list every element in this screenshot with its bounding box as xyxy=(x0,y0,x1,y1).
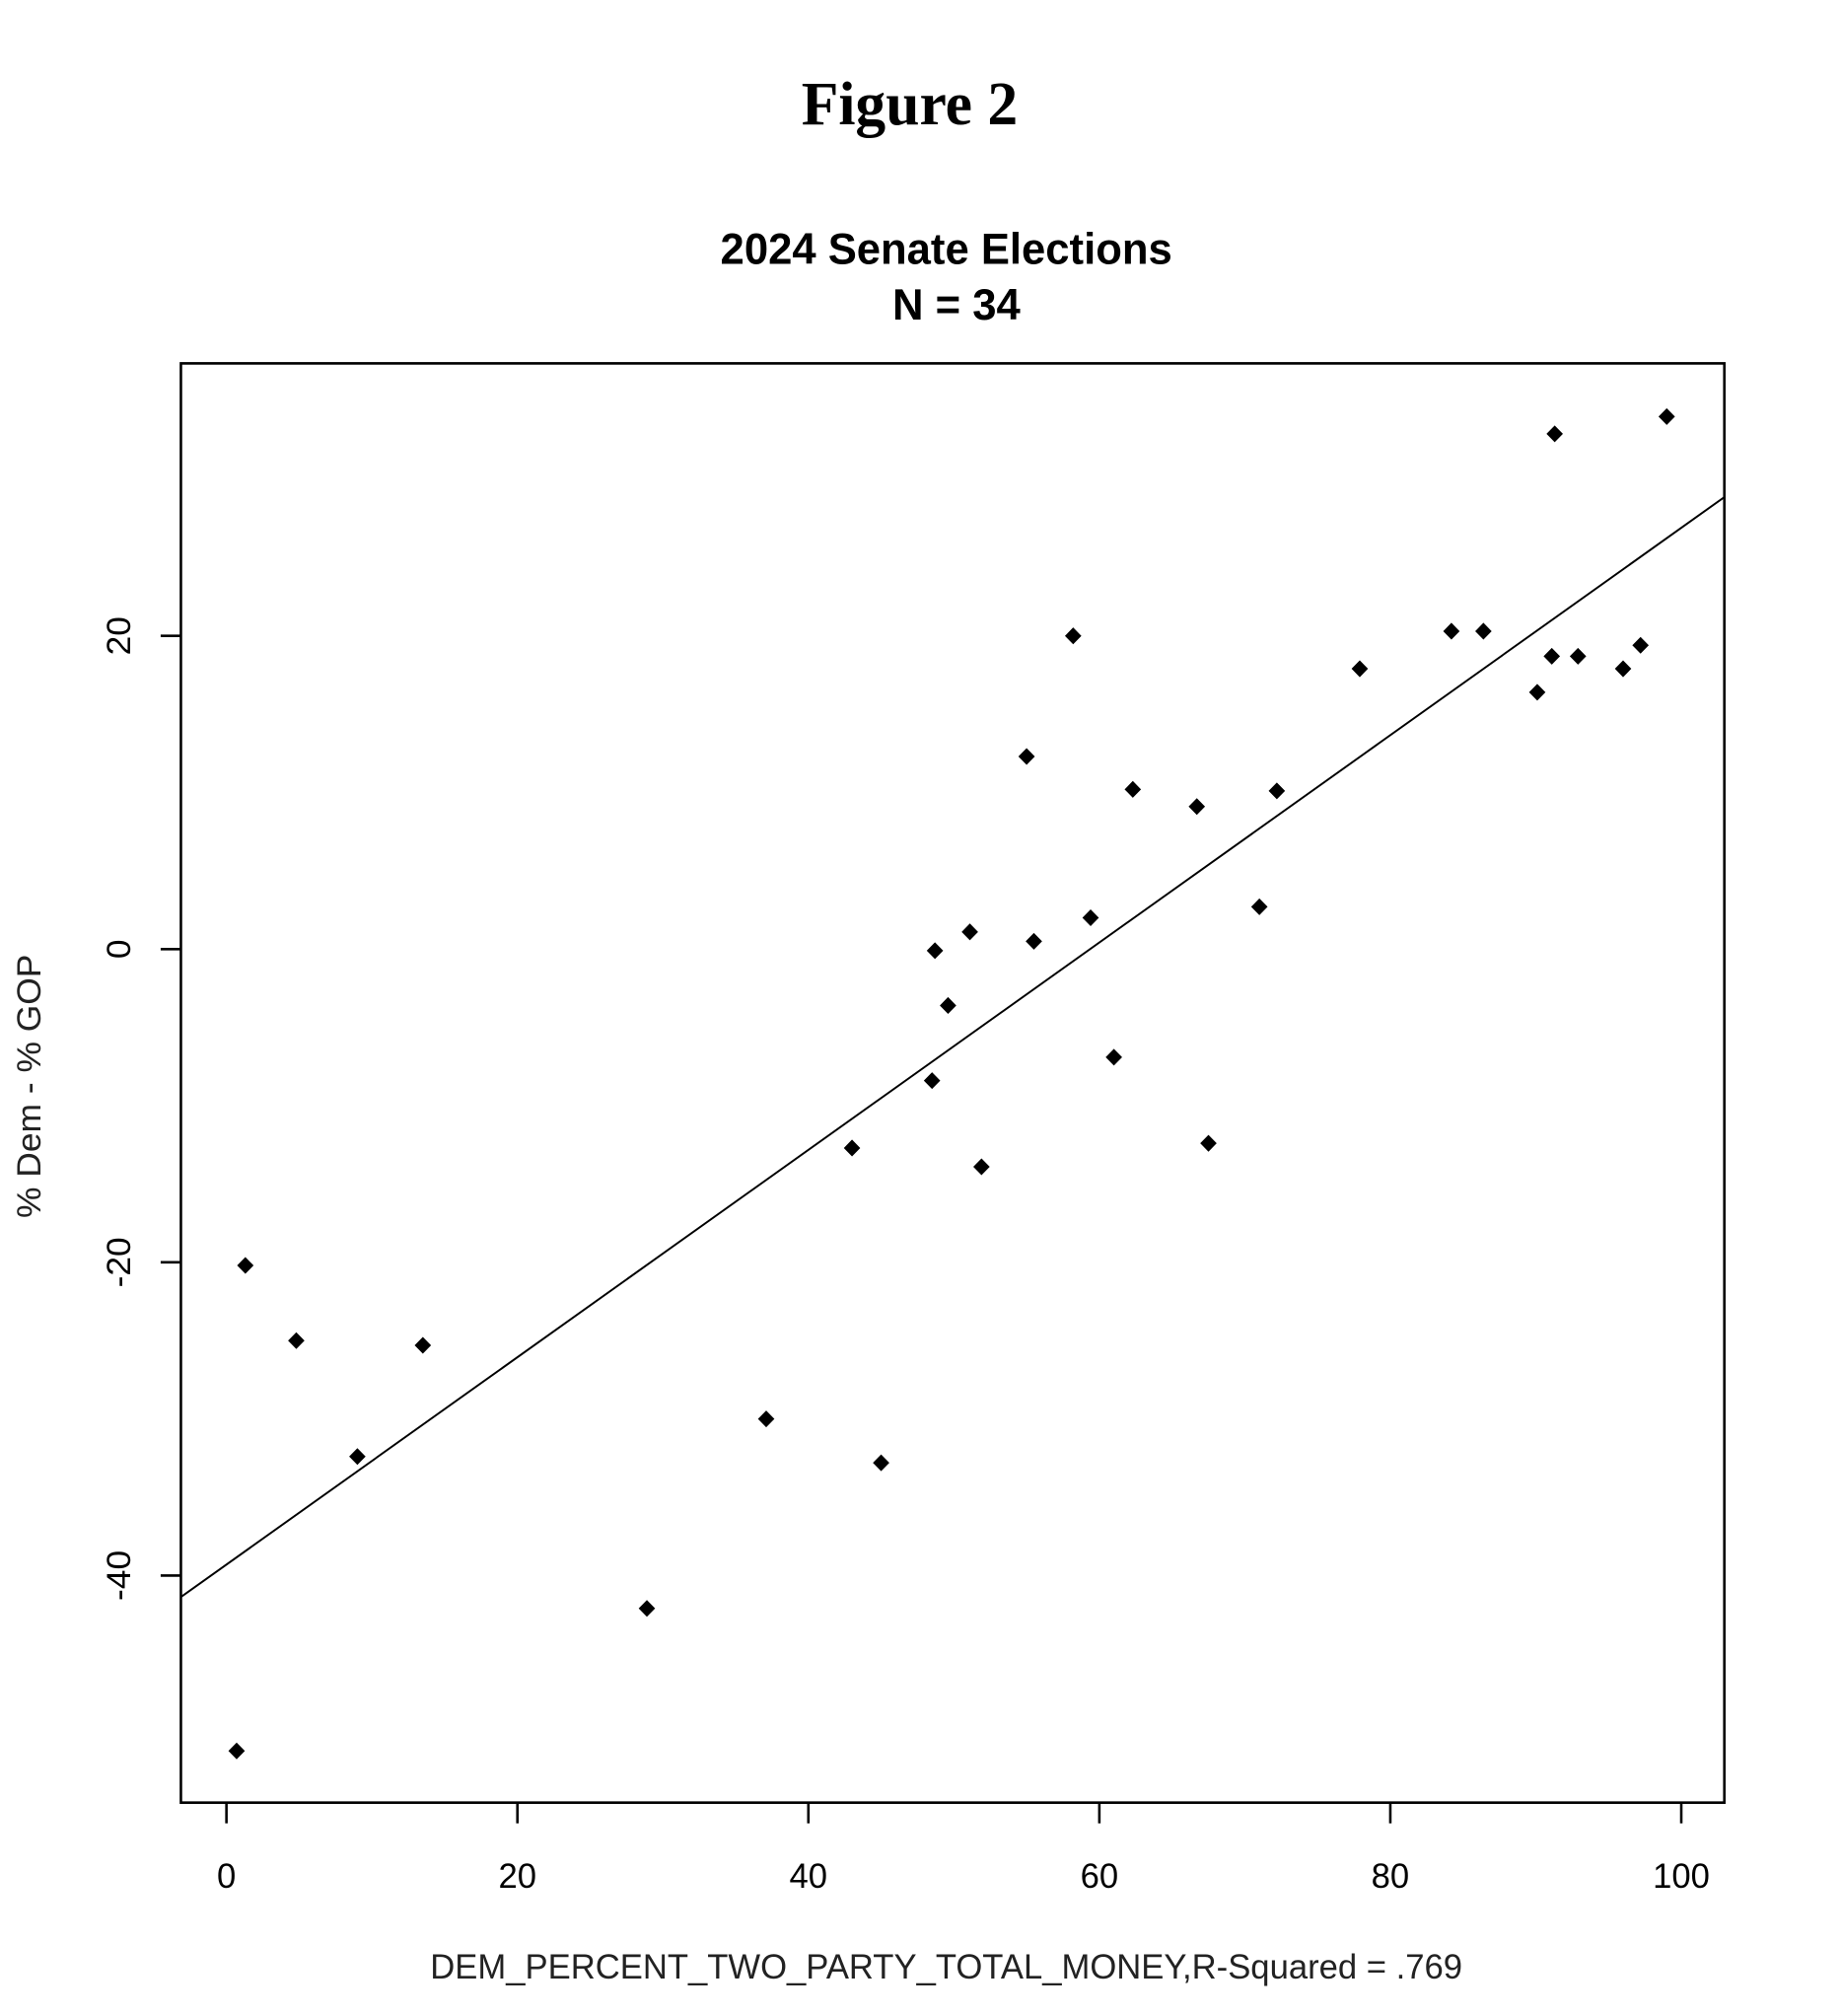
point xyxy=(961,923,978,941)
figure-label: Figure 2 xyxy=(802,70,1018,138)
y-tick-label: 20 xyxy=(100,616,138,655)
point xyxy=(638,1600,656,1618)
point xyxy=(237,1257,254,1274)
point xyxy=(1614,660,1632,678)
point xyxy=(1632,636,1650,654)
plot-frame xyxy=(179,362,1726,1804)
y-axis-label: % Dem - % GOP xyxy=(10,955,48,1218)
point xyxy=(843,1139,861,1157)
point xyxy=(757,1410,775,1428)
point xyxy=(1188,798,1206,816)
x-tick-label: 20 xyxy=(498,1857,536,1896)
x-tick-label: 100 xyxy=(1653,1857,1710,1896)
point xyxy=(1082,909,1099,927)
point xyxy=(1200,1134,1217,1152)
point xyxy=(414,1336,432,1354)
point xyxy=(940,996,956,1014)
x-tick-label: 0 xyxy=(217,1857,236,1896)
point xyxy=(228,1742,246,1760)
y-tick-label: -20 xyxy=(100,1237,138,1287)
point xyxy=(1250,898,1268,915)
point xyxy=(1268,782,1286,800)
point xyxy=(873,1454,889,1472)
point xyxy=(1026,932,1042,950)
x-tick-label: 80 xyxy=(1372,1857,1410,1896)
point xyxy=(1475,622,1492,640)
point xyxy=(1443,622,1460,640)
x-axis-label: DEM_PERCENT_TWO_PARTY_TOTAL_MONEY,R-Squa… xyxy=(430,1948,1462,1986)
fit-line xyxy=(179,496,1726,1599)
point xyxy=(1543,647,1561,665)
point xyxy=(1528,684,1546,701)
point xyxy=(923,1072,941,1090)
point xyxy=(288,1332,305,1349)
point xyxy=(1124,780,1142,798)
point xyxy=(1351,660,1369,678)
chart-title: 2024 Senate Elections xyxy=(721,225,1172,274)
point xyxy=(1658,407,1675,425)
point xyxy=(349,1448,366,1466)
point xyxy=(1018,748,1035,765)
y-tick-label: -40 xyxy=(100,1550,138,1601)
point xyxy=(1105,1048,1122,1066)
point xyxy=(973,1158,990,1176)
x-tick-label: 40 xyxy=(790,1857,828,1896)
point xyxy=(1569,647,1587,665)
point xyxy=(926,942,944,960)
point xyxy=(1546,425,1563,443)
x-tick-label: 60 xyxy=(1081,1857,1119,1896)
y-tick-label: 0 xyxy=(100,939,138,959)
chart-subtitle: N = 34 xyxy=(892,280,1021,329)
point xyxy=(1064,627,1082,645)
